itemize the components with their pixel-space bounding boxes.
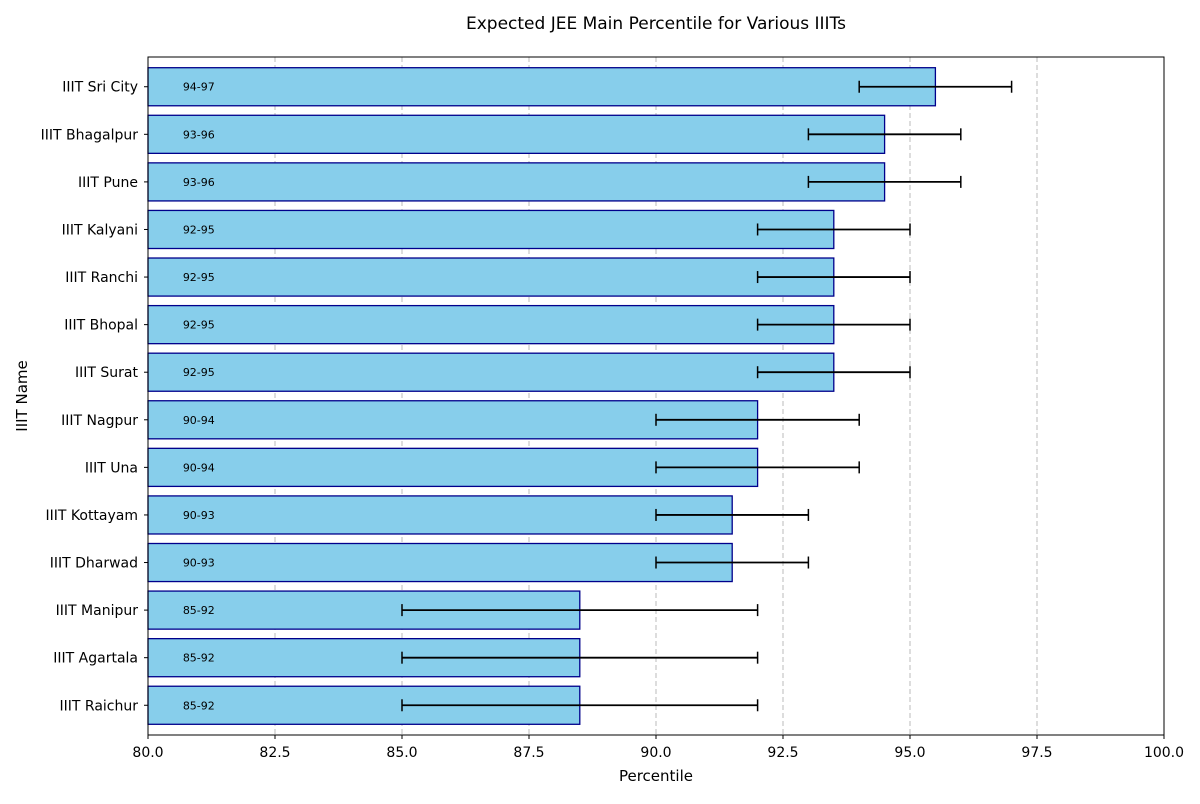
y-tick-label: IIIT Agartala bbox=[53, 651, 138, 667]
x-tick-label: 80.0 bbox=[132, 745, 163, 761]
x-tick-label: 90.0 bbox=[640, 745, 671, 761]
bar-label: 92-95 bbox=[183, 271, 215, 284]
bar bbox=[147, 162, 886, 202]
bar bbox=[147, 67, 937, 107]
bar-label: 90-93 bbox=[183, 557, 215, 570]
bar-label: 85-92 bbox=[183, 699, 215, 712]
x-tick-label: 92.5 bbox=[767, 745, 798, 761]
x-tick-label: 97.5 bbox=[1021, 745, 1052, 761]
chart-title: Expected JEE Main Percentile for Various… bbox=[466, 14, 846, 34]
bar-label: 85-92 bbox=[183, 652, 215, 665]
x-tick-label: 100.0 bbox=[1144, 745, 1184, 761]
bar bbox=[147, 304, 835, 345]
bar bbox=[147, 352, 835, 392]
y-axis-label: IIIT Name bbox=[13, 360, 31, 431]
y-tick-label: IIIT Raichur bbox=[60, 698, 139, 714]
bar-label: 92-95 bbox=[183, 223, 215, 236]
bar bbox=[147, 114, 886, 154]
x-tick-label: 87.5 bbox=[513, 745, 544, 761]
y-tick-label: IIIT Bhagalpur bbox=[41, 127, 139, 143]
y-tick-label: IIIT Surat bbox=[75, 365, 138, 381]
bar-label: 90-94 bbox=[183, 414, 215, 427]
y-tick-label: IIIT Kalyani bbox=[62, 222, 138, 238]
y-tick-label: IIIT Ranchi bbox=[65, 270, 138, 286]
y-tick-label: IIIT Una bbox=[85, 460, 138, 476]
bar-label: 94-97 bbox=[183, 81, 215, 94]
y-tick-label: IIIT Dharwad bbox=[50, 556, 138, 572]
bar-label: 90-94 bbox=[183, 461, 215, 474]
bar bbox=[147, 495, 733, 535]
bar-label: 92-95 bbox=[183, 319, 215, 332]
y-tick-label: IIIT Kottayam bbox=[46, 508, 139, 524]
bar bbox=[147, 542, 733, 583]
y-tick-label: IIIT Pune bbox=[78, 175, 138, 191]
bar-label: 85-92 bbox=[183, 604, 215, 617]
x-axis-label: Percentile bbox=[619, 767, 693, 785]
bar-label: 93-96 bbox=[183, 176, 215, 189]
x-tick-label: 85.0 bbox=[386, 745, 417, 761]
bar-label: 93-96 bbox=[183, 128, 215, 141]
y-tick-label: IIIT Sri City bbox=[62, 80, 138, 96]
x-tick-label: 82.5 bbox=[259, 745, 290, 761]
x-tick-label: 95.0 bbox=[894, 745, 925, 761]
y-tick-label: IIIT Nagpur bbox=[61, 413, 138, 429]
bar-label: 90-93 bbox=[183, 509, 215, 522]
y-tick-label: IIIT Manipur bbox=[56, 603, 139, 619]
bar bbox=[147, 209, 835, 250]
y-tick-label: IIIT Bhopal bbox=[64, 318, 138, 334]
bar bbox=[147, 257, 835, 297]
bar-label: 92-95 bbox=[183, 366, 215, 379]
